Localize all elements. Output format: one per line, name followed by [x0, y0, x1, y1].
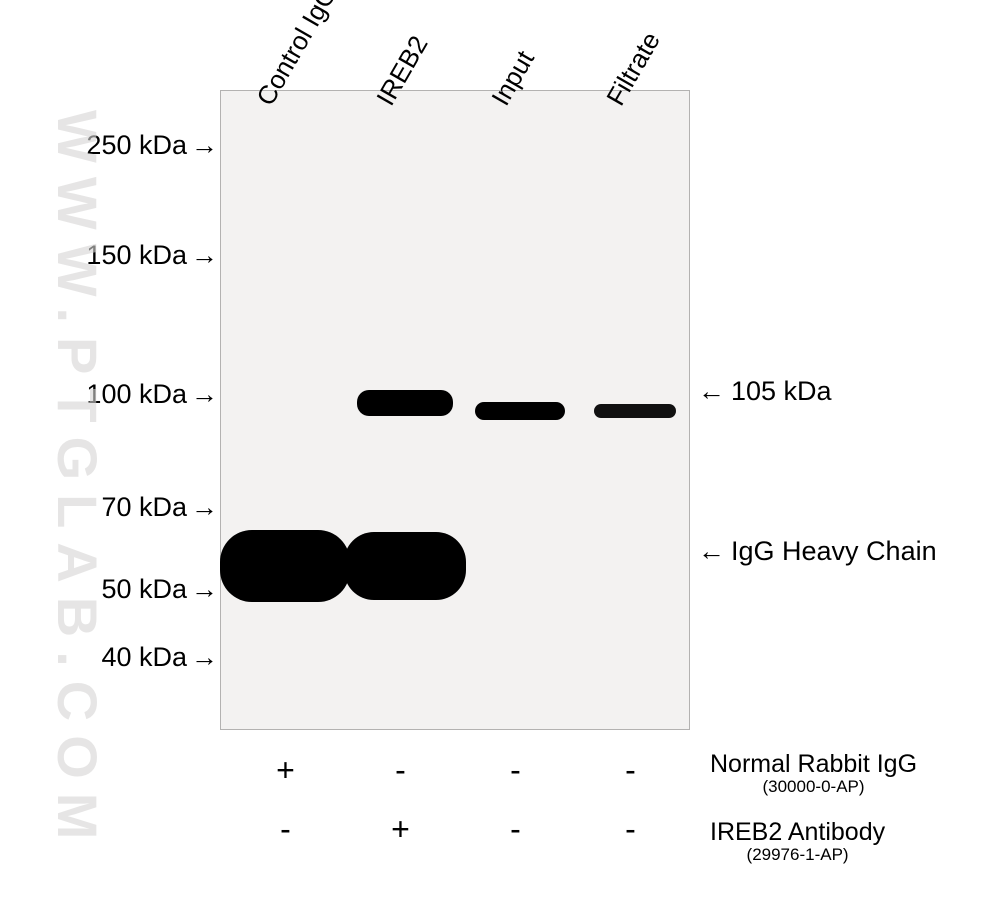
mw-marker-row: 150 kDa→: [86, 240, 218, 271]
arrow-right-icon: →: [191, 644, 218, 671]
blot-band: [357, 390, 453, 416]
mw-label: 40 kDa: [101, 642, 187, 673]
reagent-main-label: Normal Rabbit IgG: [710, 750, 917, 779]
mw-marker-row: 50 kDa→: [101, 574, 218, 605]
treatment-symbol: -: [581, 811, 681, 848]
treatment-symbol: -: [351, 752, 451, 789]
arrow-right-icon: →: [191, 381, 218, 408]
arrow-right-icon: →: [191, 132, 218, 159]
treatment-grid: +----+--: [228, 752, 688, 870]
reagent-sub-label: (30000-0-AP): [710, 777, 917, 797]
reagent-main-label: IREB2 Antibody: [710, 818, 885, 847]
mw-label: 150 kDa: [86, 240, 187, 271]
right-annotation-label: IgG Heavy Chain: [731, 536, 937, 567]
mw-marker-row: 100 kDa→: [86, 379, 218, 410]
arrow-left-icon: ←: [698, 538, 725, 565]
treatment-symbol: +: [236, 752, 336, 789]
treatment-row: +---: [228, 752, 688, 789]
treatment-symbol: -: [466, 752, 566, 789]
blot-band: [220, 530, 350, 602]
mw-marker-row: 70 kDa→: [101, 492, 218, 523]
right-annotation-row: ←105 kDa: [698, 376, 832, 407]
right-annotation-row: ←IgG Heavy Chain: [698, 536, 937, 567]
treatment-symbol: -: [466, 811, 566, 848]
treatment-symbol: +: [351, 811, 451, 848]
treatment-symbol: -: [581, 752, 681, 789]
reagent-sub-label: (29976-1-AP): [710, 845, 885, 865]
mw-label: 50 kDa: [101, 574, 187, 605]
arrow-right-icon: →: [191, 576, 218, 603]
arrow-right-icon: →: [191, 494, 218, 521]
watermark-text: WWW.PTGLAB.COM: [45, 110, 110, 853]
right-annotation-label: 105 kDa: [731, 376, 832, 407]
treatment-row: -+--: [228, 811, 688, 848]
arrow-left-icon: ←: [698, 378, 725, 405]
treatment-symbol: -: [236, 811, 336, 848]
mw-marker-row: 40 kDa→: [101, 642, 218, 673]
arrow-right-icon: →: [191, 242, 218, 269]
blot-band: [344, 532, 466, 600]
reagent-label-block: Normal Rabbit IgG(30000-0-AP): [710, 750, 917, 797]
mw-label: 250 kDa: [86, 130, 187, 161]
blot-band: [475, 402, 565, 420]
mw-label: 100 kDa: [86, 379, 187, 410]
mw-marker-row: 250 kDa→: [86, 130, 218, 161]
reagent-label-block: IREB2 Antibody(29976-1-AP): [710, 818, 885, 865]
blot-band: [594, 404, 676, 418]
mw-label: 70 kDa: [101, 492, 187, 523]
